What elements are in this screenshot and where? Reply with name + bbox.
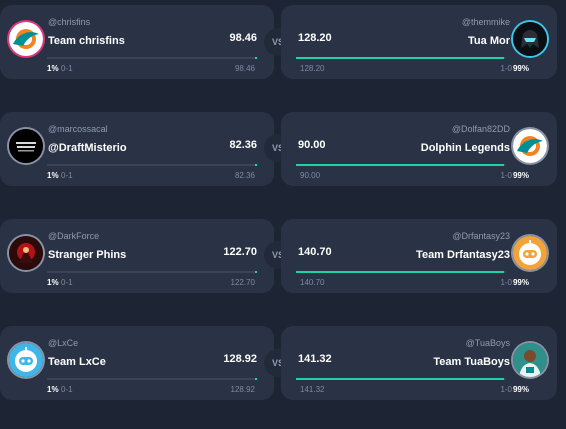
team-name[interactable]: Team LxCe — [48, 356, 106, 368]
matchup-1-right-card[interactable]: @themmike Tua Mor 128.20 128.20 1-0 99% — [281, 5, 557, 79]
matchup-3-right-card[interactable]: @Drfantasy23 Team Drfantasy23 140.70 140… — [281, 219, 557, 293]
team-score: 98.46 — [229, 32, 257, 44]
win-probability-fill — [296, 378, 504, 380]
win-probability-fill — [296, 57, 504, 59]
team-name[interactable]: Team TuaBoys — [433, 356, 510, 368]
points-total: 122.70 — [230, 278, 255, 287]
owner-handle[interactable]: @TuaBoys — [465, 338, 510, 348]
win-probability-fill — [254, 164, 257, 166]
owner-handle[interactable]: @themmike — [461, 17, 510, 27]
team-score: 128.92 — [223, 353, 257, 365]
win-probability-bar — [296, 57, 506, 59]
win-probability-fill — [254, 271, 257, 273]
team-name[interactable]: Team Drfantasy23 — [416, 249, 510, 261]
matchup-2-left-card[interactable]: @marcossacal @DraftMisterio 82.36 1% 0-1… — [0, 112, 274, 186]
win-probability-pct: 1% — [47, 278, 59, 287]
win-probability-fill — [254, 378, 257, 380]
team-score: 128.20 — [298, 32, 332, 44]
win-probability-pct: 1% — [47, 171, 59, 180]
robot-face-icon — [513, 236, 547, 270]
win-probability-fill — [254, 57, 257, 59]
points-total: 128.20 — [300, 64, 325, 73]
matchup-3-left-card[interactable]: @DarkForce Stranger Phins 122.70 1% 0-1 … — [0, 219, 274, 293]
record: 1-0 — [500, 64, 512, 73]
team-score: 140.70 — [298, 246, 332, 258]
owner-handle[interactable]: @Dolfan82DD — [451, 124, 510, 134]
points-total: 140.70 — [300, 278, 325, 287]
dolphin-logo-icon — [9, 22, 43, 56]
record: 0-1 — [61, 171, 73, 180]
matchup-4-right-card[interactable]: @TuaBoys Team TuaBoys 141.32 141.32 1-0 … — [281, 326, 557, 400]
team-name[interactable]: Tua Mor — [468, 35, 510, 47]
team-name[interactable]: Team chrisfins — [48, 35, 125, 47]
player-photo-icon — [513, 343, 547, 377]
points-total: 82.36 — [234, 171, 255, 180]
record: 1-0 — [500, 385, 512, 394]
owner-handle[interactable]: @chrisfins — [48, 17, 91, 27]
win-probability-pct: 1% — [47, 385, 59, 394]
team-score: 122.70 — [223, 246, 257, 258]
record: 0-1 — [61, 64, 73, 73]
win-probability-fill — [296, 271, 504, 273]
dark-helmet-icon — [513, 22, 547, 56]
team-score: 141.32 — [298, 353, 332, 365]
record: 0-1 — [61, 278, 73, 287]
win-probability-bar — [296, 164, 506, 166]
points-total: 128.92 — [230, 385, 255, 394]
dolphin-logo-icon — [513, 129, 547, 163]
win-probability-pct: 99% — [512, 64, 529, 73]
draft-misterio-logo-icon — [9, 129, 43, 163]
matchup-2-right-card[interactable]: @Dolfan82DD Dolphin Legends 90.00 90.00 … — [281, 112, 557, 186]
win-probability-bar — [47, 271, 257, 273]
points-total: 141.32 — [300, 385, 325, 394]
owner-handle[interactable]: @Drfantasy23 — [452, 231, 510, 241]
win-probability-bar — [296, 378, 506, 380]
record: 0-1 — [61, 385, 73, 394]
win-probability-pct: 99% — [512, 171, 529, 180]
points-total: 98.46 — [234, 64, 255, 73]
win-probability-pct: 99% — [512, 385, 529, 394]
win-probability-bar — [47, 378, 257, 380]
robot-face-icon — [9, 343, 43, 377]
owner-handle[interactable]: @marcossacal — [48, 124, 108, 134]
stranger-phins-logo-icon — [9, 236, 43, 270]
team-name[interactable]: Dolphin Legends — [420, 142, 510, 154]
win-probability-fill — [296, 164, 504, 166]
win-probability-bar — [296, 271, 506, 273]
points-total: 90.00 — [300, 171, 321, 180]
record: 1-0 — [500, 278, 512, 287]
matchup-4-left-card[interactable]: @LxCe Team LxCe 128.92 1% 0-1 128.92 — [0, 326, 274, 400]
team-name[interactable]: Stranger Phins — [48, 249, 127, 261]
record: 1-0 — [500, 171, 512, 180]
team-score: 90.00 — [298, 139, 326, 151]
win-probability-pct: 99% — [512, 278, 529, 287]
team-score: 82.36 — [229, 139, 257, 151]
win-probability-bar — [47, 164, 257, 166]
owner-handle[interactable]: @DarkForce — [48, 231, 100, 241]
owner-handle[interactable]: @LxCe — [48, 338, 79, 348]
win-probability-bar — [47, 57, 257, 59]
matchup-1-left-card[interactable]: @chrisfins Team chrisfins 98.46 1% 0-1 9… — [0, 5, 274, 79]
win-probability-pct: 1% — [47, 64, 59, 73]
team-name[interactable]: @DraftMisterio — [48, 142, 127, 154]
